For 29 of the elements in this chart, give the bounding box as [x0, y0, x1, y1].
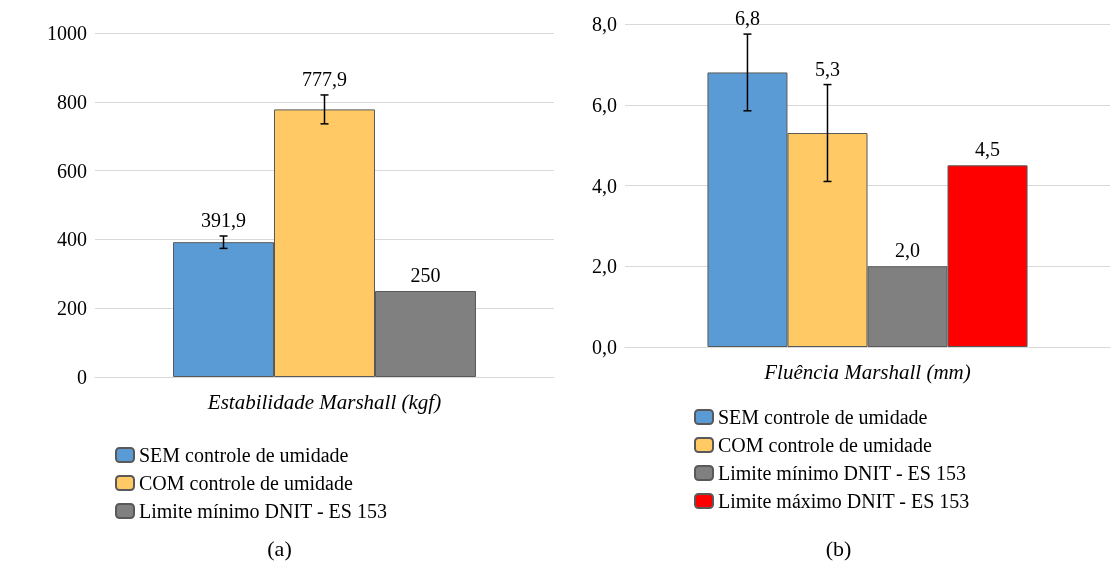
data-label: 6,8: [734, 7, 760, 30]
y-tick-label: 1000: [47, 22, 87, 44]
legend-label: SEM controle de umidade: [139, 444, 349, 466]
data-label: 391,9: [201, 208, 247, 231]
y-tick-label: 6,0: [592, 93, 617, 116]
text: (a): [267, 535, 292, 561]
y-tick-label: 400: [57, 228, 87, 251]
y-tick-label: 0,0: [592, 336, 617, 358]
y-tick-label: 4,0: [592, 174, 617, 197]
data-label: 4,5: [975, 138, 1001, 161]
legend-label: SEM controle de umidade: [718, 406, 928, 428]
data-label: 777,9: [302, 67, 347, 90]
legend-label: COM controle de umidade: [718, 434, 932, 456]
y-tick-label: 2,0: [592, 255, 617, 278]
data-label: 2,0: [895, 239, 921, 262]
legend-label: COM controle de umidade: [139, 472, 353, 494]
x-tick-label: Estabilidade Marshall (kgf): [206, 389, 442, 414]
legend-label: Limite mínimo DNIT - ES 153: [718, 462, 966, 484]
data-label: 5,3: [814, 57, 840, 80]
y-tick-label: 600: [57, 159, 87, 182]
y-tick-label: 0: [77, 366, 87, 388]
y-tick-label: 8,0: [592, 13, 617, 35]
legend-label: Limite mínimo DNIT - ES 153: [139, 500, 387, 522]
y-tick-label: 800: [57, 90, 87, 113]
text: (b): [825, 535, 852, 561]
data-label: 250: [410, 264, 441, 286]
y-tick-label: 200: [57, 297, 87, 320]
x-tick-label: Fluência Marshall (mm): [763, 359, 971, 384]
legend-label: Limite máximo DNIT - ES 153: [718, 490, 970, 512]
